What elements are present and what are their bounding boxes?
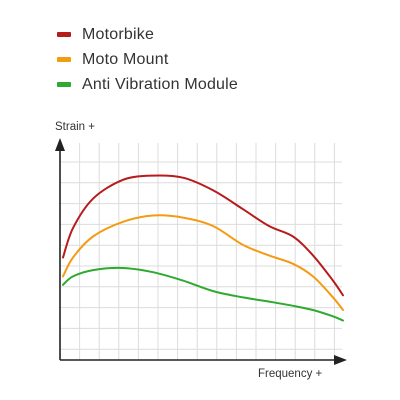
axes <box>55 138 347 365</box>
legend-item-motorbike: Motorbike <box>57 22 238 47</box>
legend-swatch <box>57 57 71 62</box>
x-axis-label: Frequency + <box>258 368 323 380</box>
series-line-moto-mount <box>62 214 344 311</box>
y-axis-arrow <box>55 138 65 151</box>
x-axis-arrow <box>334 355 347 365</box>
legend-swatch <box>57 82 71 87</box>
legend: Motorbike Moto Mount Anti Vibration Module <box>57 22 238 97</box>
grid <box>60 143 342 360</box>
series-line-anti-vibration-module <box>62 266 344 322</box>
series-layer <box>62 174 344 322</box>
legend-label: Anti Vibration Module <box>82 75 238 93</box>
y-axis-label: Strain + <box>55 121 95 133</box>
legend-item-moto-mount: Moto Mount <box>57 47 238 72</box>
legend-label: Moto Mount <box>82 50 169 68</box>
series-line-motorbike <box>62 174 344 297</box>
legend-label: Motorbike <box>82 25 155 43</box>
legend-swatch <box>57 32 71 37</box>
legend-item-anti-vibration-module: Anti Vibration Module <box>57 72 238 97</box>
